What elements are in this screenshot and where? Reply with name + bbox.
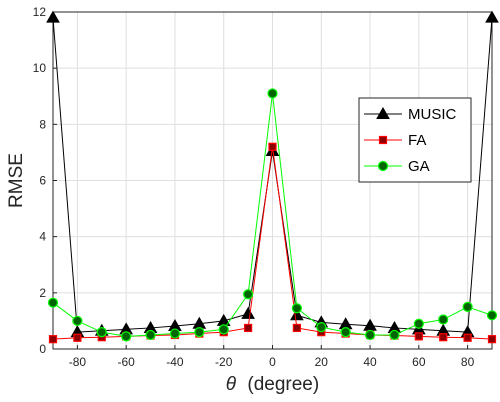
data-point-music — [290, 308, 304, 321]
data-point-ga — [413, 318, 424, 329]
data-point-ga — [486, 310, 498, 321]
y-tick-label: 12 — [33, 5, 47, 19]
legend-marker-fa — [378, 135, 388, 145]
data-point-ga — [389, 329, 400, 341]
data-point-ga — [194, 327, 205, 338]
data-point-ga — [218, 324, 229, 335]
x-tick-label: -20 — [215, 355, 233, 369]
y-tick-label: 8 — [39, 117, 46, 131]
y-tick-label: 2 — [39, 286, 46, 300]
data-point-fa — [73, 333, 82, 342]
data-point-music — [46, 10, 60, 23]
data-point-music — [241, 306, 255, 319]
data-point-fa — [439, 333, 448, 342]
data-point-ga — [169, 328, 181, 339]
data-point-fa — [414, 332, 423, 341]
data-point-ga — [316, 321, 327, 333]
x-axis-label: θ (degree) — [226, 374, 319, 395]
data-point-ga — [96, 327, 107, 338]
data-point-fa — [292, 323, 301, 333]
series-layer — [46, 10, 499, 344]
x-tick-label: -40 — [166, 355, 184, 369]
x-tick-label: -80 — [69, 355, 87, 369]
data-point-ga — [72, 315, 83, 327]
axis-ticks: -80 -60 -40 -20 0 20 40 60 80 0 2 4 6 8 10 12 — [33, 5, 475, 369]
data-point-fa — [244, 323, 253, 333]
data-point-fa — [487, 335, 497, 344]
data-point-ga — [267, 88, 278, 99]
y-tick-label: 6 — [39, 174, 46, 188]
x-tick-label: 40 — [363, 355, 377, 369]
legend: MUSIC FA GA — [358, 97, 472, 183]
x-tick-label: 60 — [412, 355, 426, 369]
data-point-ga — [145, 329, 156, 341]
legend-label-music: MUSIC — [408, 106, 457, 123]
data-point-ga — [243, 289, 254, 300]
data-point-fa — [463, 333, 472, 342]
data-point-fa — [48, 335, 58, 344]
data-point-ga — [340, 327, 351, 338]
data-point-ga — [438, 314, 449, 325]
legend-marker-ga — [377, 160, 389, 172]
y-tick-label: 4 — [39, 230, 46, 244]
x-tick-label: -60 — [117, 355, 135, 369]
x-axis-symbol: θ — [226, 374, 237, 395]
x-tick-label: 80 — [461, 355, 475, 369]
legend-label-ga: GA — [408, 158, 430, 175]
data-point-ga — [462, 301, 473, 312]
legend-label-fa: FA — [408, 132, 426, 149]
x-tick-label: 20 — [315, 355, 329, 369]
data-point-music — [363, 318, 377, 331]
data-point-ga — [47, 297, 59, 308]
y-tick-label: 0 — [39, 342, 46, 356]
y-axis-label: RMSE — [6, 153, 27, 208]
x-tick-label: 0 — [269, 355, 276, 369]
legend-marker-music — [376, 106, 390, 119]
x-axis-unit: (degree) — [247, 374, 319, 395]
data-point-ga — [364, 329, 376, 341]
y-tick-label: 10 — [33, 61, 47, 75]
series-ga — [47, 88, 498, 342]
data-point-music — [485, 10, 499, 23]
data-point-fa — [268, 142, 277, 151]
data-point-ga — [291, 303, 302, 314]
data-point-ga — [121, 331, 132, 342]
